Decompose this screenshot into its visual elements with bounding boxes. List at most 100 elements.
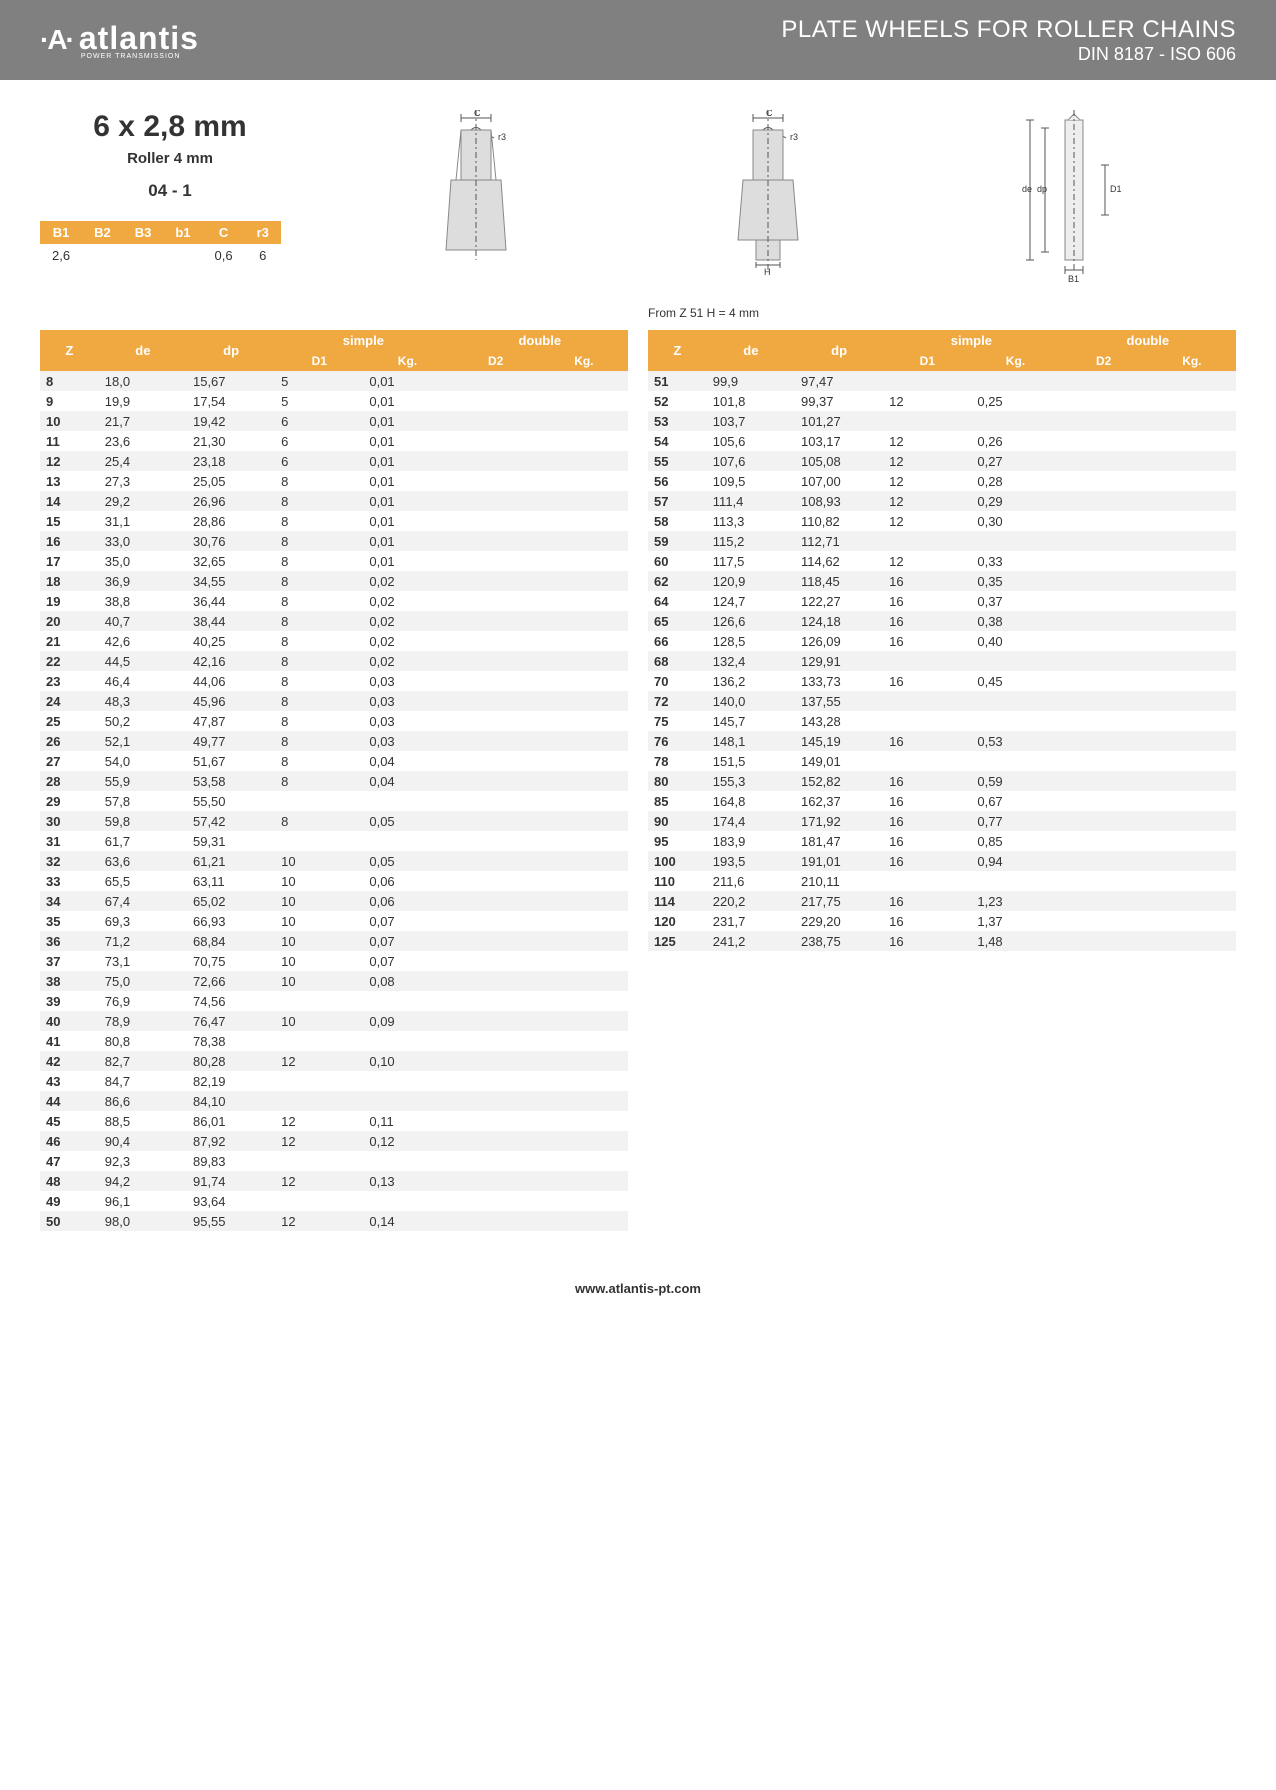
- table-cell: 80,28: [187, 1051, 275, 1071]
- table-cell: 90: [648, 811, 707, 831]
- table-cell: [971, 371, 1059, 391]
- diagrams: C r3 C: [340, 110, 1236, 290]
- table-cell: [452, 611, 540, 631]
- table-cell: [363, 831, 451, 851]
- table-cell: 53,58: [187, 771, 275, 791]
- table-cell: [1060, 551, 1148, 571]
- table-cell: [1060, 631, 1148, 651]
- table-cell: 25,4: [99, 451, 187, 471]
- data-tables: Z de dp simple double D1 Kg. D2 Kg. 818,…: [40, 330, 1236, 1231]
- table-cell: [540, 751, 628, 771]
- table-row: 919,917,5450,01: [40, 391, 628, 411]
- table-cell: [540, 411, 628, 431]
- table-cell: [540, 1131, 628, 1151]
- table-cell: [883, 871, 971, 891]
- table-cell: 91,74: [187, 1171, 275, 1191]
- table-cell: [883, 531, 971, 551]
- svg-text:r3: r3: [790, 132, 798, 142]
- table-cell: 229,20: [795, 911, 883, 931]
- header-title: PLATE WHEELS FOR ROLLER CHAINS: [781, 16, 1236, 44]
- table-cell: [1148, 411, 1236, 431]
- table-cell: [452, 671, 540, 691]
- param-table: B1B2B3b1Cr3 2,60,66: [40, 221, 281, 267]
- table-row: 1123,621,3060,01: [40, 431, 628, 451]
- table-cell: 82,7: [99, 1051, 187, 1071]
- table-cell: 23,18: [187, 451, 275, 471]
- table-cell: 110,82: [795, 511, 883, 531]
- table-cell: 57,8: [99, 791, 187, 811]
- table-row: 3976,974,56: [40, 991, 628, 1011]
- table-cell: 12: [275, 1211, 363, 1231]
- table-cell: 8: [275, 731, 363, 751]
- table-cell: [1148, 671, 1236, 691]
- svg-text:C: C: [474, 110, 481, 118]
- col-simple: simple: [275, 330, 451, 351]
- table-cell: 25,05: [187, 471, 275, 491]
- table-cell: 59,8: [99, 811, 187, 831]
- table-row: 52101,899,37120,25: [648, 391, 1236, 411]
- table-cell: 46,4: [99, 671, 187, 691]
- col-d1: D1: [883, 351, 971, 371]
- table-cell: 136,2: [707, 671, 795, 691]
- table-row: 80155,3152,82160,59: [648, 771, 1236, 791]
- table-cell: [1148, 551, 1236, 571]
- table-cell: [883, 371, 971, 391]
- table-cell: 71,2: [99, 931, 187, 951]
- table-cell: [1060, 611, 1148, 631]
- table-cell: 12: [275, 1111, 363, 1131]
- table-cell: 0,01: [363, 391, 451, 411]
- table-cell: [363, 1191, 451, 1211]
- table-cell: 49,77: [187, 731, 275, 751]
- table-cell: 30: [40, 811, 99, 831]
- table-cell: [452, 551, 540, 571]
- table-cell: 49: [40, 1191, 99, 1211]
- table-cell: 0,29: [971, 491, 1059, 511]
- col-d2: D2: [1060, 351, 1148, 371]
- table-cell: 22: [40, 651, 99, 671]
- table-row: 4282,780,28120,10: [40, 1051, 628, 1071]
- table-cell: 36,44: [187, 591, 275, 611]
- table-row: 2448,345,9680,03: [40, 691, 628, 711]
- table-cell: [452, 731, 540, 751]
- table-cell: 15,67: [187, 371, 275, 391]
- table-row: 120231,7229,20161,37: [648, 911, 1236, 931]
- table-cell: [971, 651, 1059, 671]
- table-cell: [1060, 391, 1148, 411]
- table-cell: 61,21: [187, 851, 275, 871]
- table-cell: [540, 951, 628, 971]
- table-cell: [1060, 411, 1148, 431]
- table-cell: 0,30: [971, 511, 1059, 531]
- table-cell: 10: [275, 1011, 363, 1031]
- table-row: 85164,8162,37160,67: [648, 791, 1236, 811]
- table-cell: [1148, 511, 1236, 531]
- table-cell: 18,0: [99, 371, 187, 391]
- table-cell: 10: [40, 411, 99, 431]
- table-cell: [540, 991, 628, 1011]
- table-cell: 133,73: [795, 671, 883, 691]
- note-text: From Z 51 H = 4 mm: [648, 306, 1236, 320]
- table-cell: 68,84: [187, 931, 275, 951]
- table-cell: 73,1: [99, 951, 187, 971]
- table-cell: 8: [275, 811, 363, 831]
- table-cell: 52,1: [99, 731, 187, 751]
- table-cell: 0,01: [363, 511, 451, 531]
- table-cell: 40,25: [187, 631, 275, 651]
- table-cell: 6: [275, 451, 363, 471]
- table-cell: 25: [40, 711, 99, 731]
- table-cell: 8: [275, 691, 363, 711]
- table-cell: 8: [275, 751, 363, 771]
- table-row: 2754,051,6780,04: [40, 751, 628, 771]
- table-cell: 1,37: [971, 911, 1059, 931]
- table-cell: [1148, 591, 1236, 611]
- table-row: 62120,9118,45160,35: [648, 571, 1236, 591]
- table-cell: 114,62: [795, 551, 883, 571]
- table-cell: [540, 391, 628, 411]
- table-cell: [1060, 651, 1148, 671]
- table-cell: [1060, 931, 1148, 951]
- table-cell: 16: [883, 631, 971, 651]
- table-cell: 59,31: [187, 831, 275, 851]
- table-cell: 16: [883, 591, 971, 611]
- table-cell: 0,03: [363, 691, 451, 711]
- table-cell: 85: [648, 791, 707, 811]
- table-cell: [540, 631, 628, 651]
